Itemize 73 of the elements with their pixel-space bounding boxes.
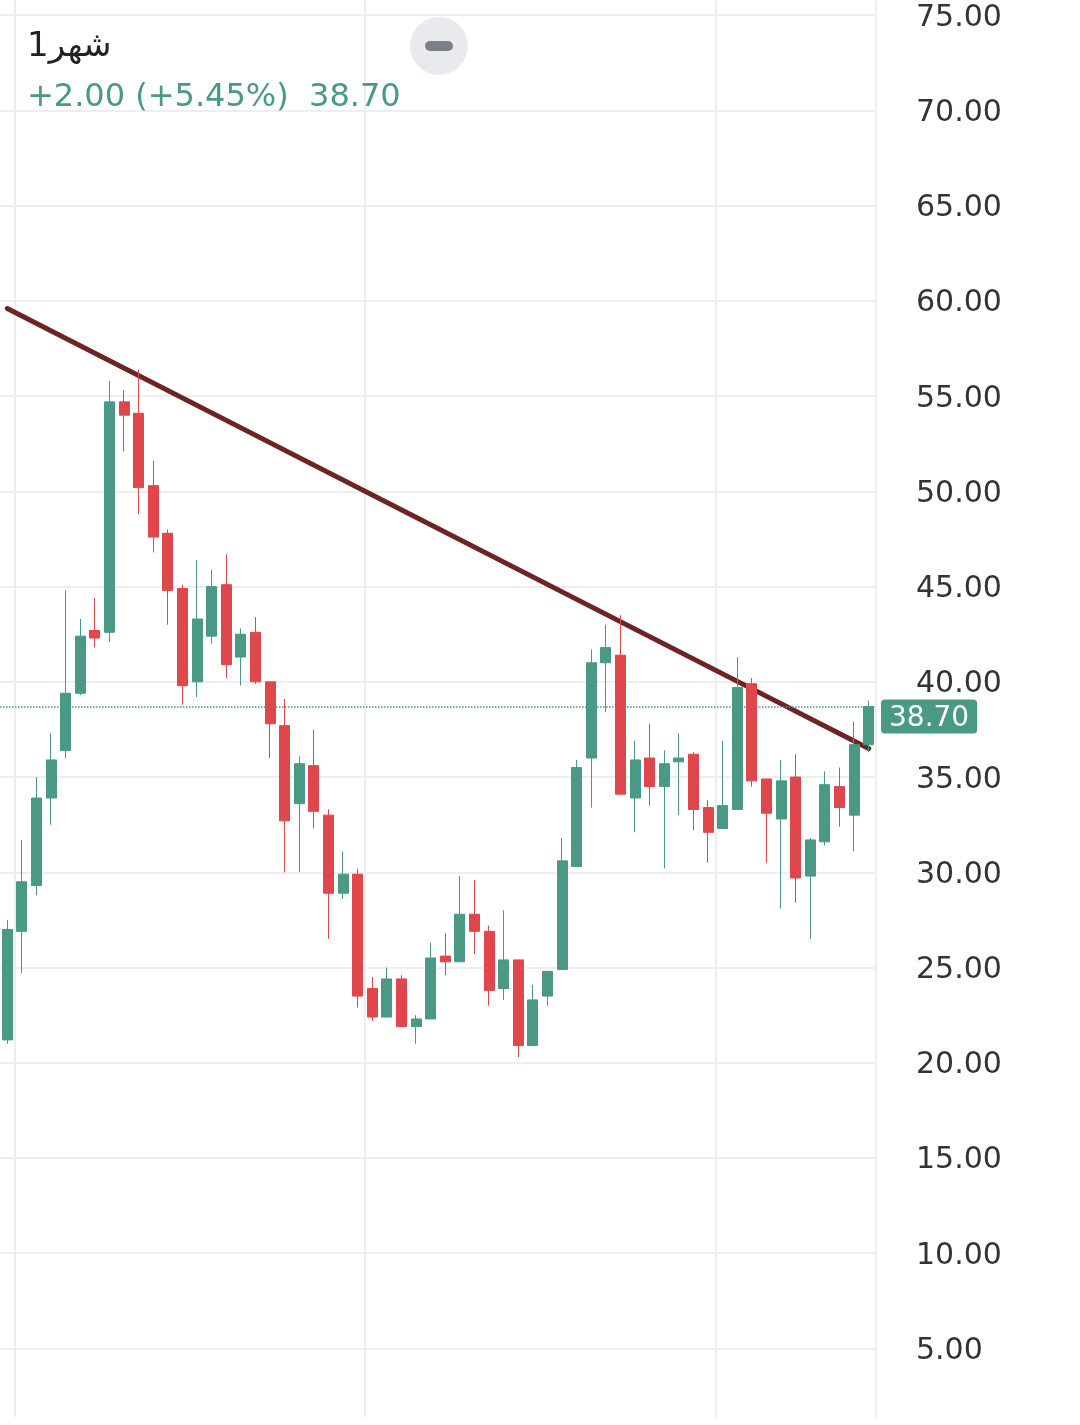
candlestick — [367, 976, 378, 1022]
candlestick — [104, 380, 115, 643]
candlestick — [790, 753, 801, 904]
candlestick — [323, 808, 334, 940]
candlestick — [542, 970, 553, 1007]
y-tick-label: 35.00 — [916, 759, 1002, 795]
candlestick — [834, 767, 845, 828]
candlestick — [192, 559, 203, 698]
candlestick — [2, 919, 13, 1045]
candlestick — [454, 875, 465, 963]
candlestick — [703, 799, 714, 864]
candlestick — [717, 740, 728, 829]
candlestick — [308, 728, 319, 829]
y-tick-label: 25.00 — [916, 950, 1002, 986]
candlestick — [381, 967, 392, 1018]
y-tick-label: 60.00 — [916, 283, 1002, 319]
y-tick-label: 70.00 — [916, 92, 1002, 128]
candlestick — [31, 776, 42, 896]
candlestick — [148, 460, 159, 553]
candlestick — [761, 778, 772, 864]
candlestick — [571, 759, 582, 868]
candlestick — [265, 681, 276, 759]
candlestick — [425, 942, 436, 1020]
candlestick — [630, 740, 641, 833]
candlestick — [206, 568, 217, 645]
candlestick — [746, 677, 757, 788]
candlestick — [162, 528, 173, 626]
candlestick — [673, 732, 684, 816]
candlestick — [805, 837, 816, 940]
candlestick — [250, 616, 261, 685]
y-tick-label: 10.00 — [916, 1235, 1002, 1271]
candlestick — [819, 770, 830, 847]
y-tick-label: 30.00 — [916, 854, 1002, 890]
y-tick-label: 45.00 — [916, 569, 1002, 605]
candlestick — [338, 850, 349, 900]
candlestick — [557, 837, 568, 970]
candlestick — [411, 1014, 422, 1045]
candlestick — [46, 732, 57, 826]
y-tick-label: 15.00 — [916, 1140, 1002, 1176]
candlestick — [776, 759, 787, 909]
candlestick — [498, 909, 509, 1001]
text: +2.00 (+5.45%) 38.70 — [27, 76, 401, 114]
y-tick-label: 20.00 — [916, 1045, 1002, 1081]
candlestick — [294, 755, 305, 873]
candlestick — [527, 984, 538, 1047]
candlestick — [615, 614, 626, 795]
candlestick — [235, 628, 246, 687]
candlestick — [279, 698, 290, 873]
candlestick — [16, 839, 27, 974]
candlestick — [659, 749, 670, 869]
text: 1شهر — [27, 24, 112, 65]
candlestick — [119, 389, 130, 452]
y-tick-label: 40.00 — [916, 664, 1002, 700]
candlestick — [352, 867, 363, 1009]
y-tick-label: 50.00 — [916, 473, 1002, 509]
candlestick — [484, 925, 495, 1007]
candlestick — [396, 974, 407, 1028]
y-tick-label: 75.00 — [916, 0, 1002, 33]
candlestick — [133, 368, 144, 515]
candlestick — [221, 553, 232, 679]
candlestick — [849, 721, 860, 852]
candlestick — [469, 879, 480, 955]
candlestick — [644, 723, 655, 807]
y-tick-label: 55.00 — [916, 378, 1002, 414]
candlestick — [177, 584, 188, 706]
candlestick — [89, 597, 100, 649]
candlestick — [75, 618, 86, 696]
candlestick — [688, 751, 699, 831]
candlestick — [513, 959, 524, 1058]
y-tick-label: 65.00 — [916, 188, 1002, 224]
ref-line-label: 38.70 — [889, 700, 970, 734]
candlestick — [440, 932, 451, 976]
y-tick-label: 5.00 — [916, 1330, 983, 1366]
